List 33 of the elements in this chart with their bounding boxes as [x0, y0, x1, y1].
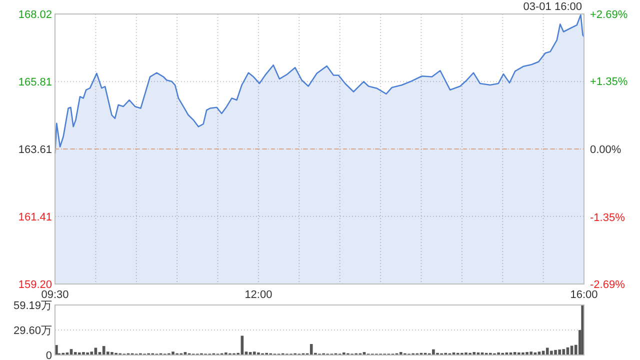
y2-tick-label: +2.69% [590, 9, 628, 21]
bar [472, 352, 476, 355]
y-tick-label: 29.60万 [13, 324, 52, 337]
bar [562, 349, 566, 355]
bar [310, 344, 313, 355]
y-tick-label: 165.81 [18, 76, 52, 89]
bar [90, 352, 94, 355]
bar [432, 349, 435, 355]
x-tick-label: 16:00 [570, 289, 598, 301]
y-tick-label: 163.61 [18, 144, 52, 156]
y-tick-label: 59.19万 [13, 300, 52, 312]
y2-tick-label: -1.35% [590, 212, 626, 224]
bar [74, 352, 77, 355]
y2-tick-label: +1.35% [590, 76, 628, 88]
bar [546, 348, 549, 355]
y-tick-label: 0 [46, 350, 52, 360]
y-tick-label: 168.02 [18, 9, 52, 21]
bar [172, 352, 174, 355]
bar [399, 352, 402, 355]
y2-tick-label: 0.00% [590, 144, 622, 156]
y-tick-label: 161.41 [18, 211, 52, 224]
bar [110, 352, 114, 355]
bar [82, 352, 85, 355]
bar [558, 350, 561, 355]
bar [530, 352, 533, 355]
y-tick-label: 159.20 [18, 279, 52, 291]
x-tick-label: 12:00 [244, 289, 272, 301]
bar [252, 352, 256, 355]
bar [526, 352, 528, 355]
y2-tick-label: -2.69% [590, 279, 626, 291]
text: 03-01 16:00 [523, 1, 582, 13]
bar [554, 350, 557, 355]
x-tick-label: 09:30 [41, 289, 69, 301]
